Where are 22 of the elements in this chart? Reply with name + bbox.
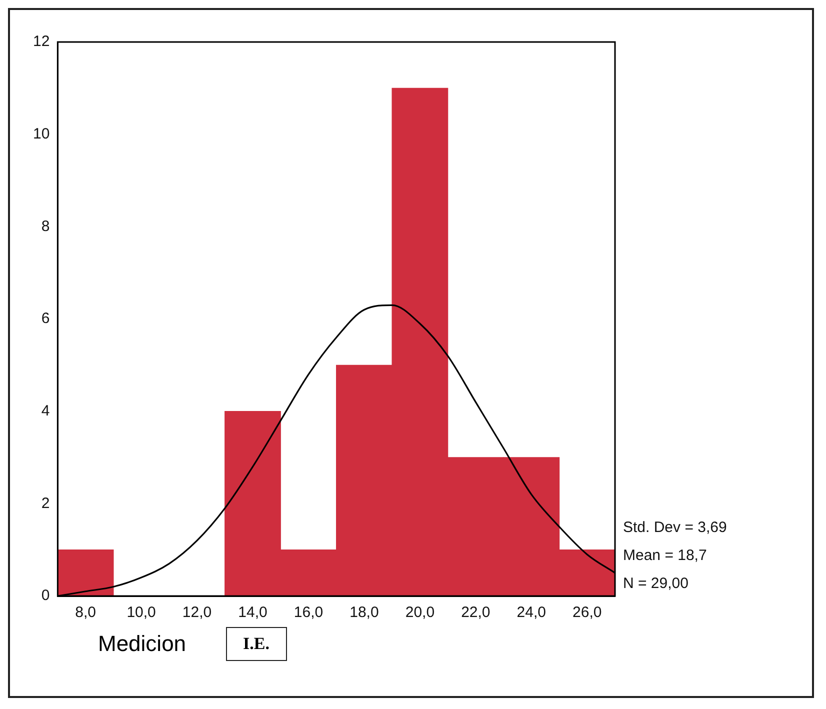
- x-tick-label: 26,0: [572, 604, 602, 622]
- y-tick-label: 6: [41, 310, 50, 328]
- y-tick-label: 10: [32, 125, 50, 142]
- text: N = 29,00: [623, 575, 688, 592]
- y-tick-label: 8: [41, 218, 50, 235]
- text: Std. Dev = 3,69: [623, 519, 727, 536]
- x-tick-label: 24,0: [516, 604, 546, 622]
- x-tick-label: 16,0: [294, 604, 324, 622]
- x-tick-label: 12,0: [182, 604, 212, 622]
- y-tick-label: 0: [41, 587, 50, 604]
- x-axis-title: Medicion: [98, 631, 186, 657]
- text: Mean = 18,7: [623, 547, 707, 564]
- x-tick-label: 20,0: [405, 604, 435, 622]
- y-tick-label: 2: [41, 494, 50, 512]
- x-tick-label: 8,0: [75, 604, 96, 622]
- text: I.E.: [226, 627, 287, 661]
- x-tick-label: 22,0: [461, 604, 490, 622]
- x-tick-label: 14,0: [238, 604, 268, 622]
- y-tick-label: 4: [41, 402, 50, 420]
- x-tick-label: 10,0: [126, 604, 156, 622]
- x-tick-label: 18,0: [350, 604, 379, 622]
- y-tick-label: 12: [32, 33, 50, 50]
